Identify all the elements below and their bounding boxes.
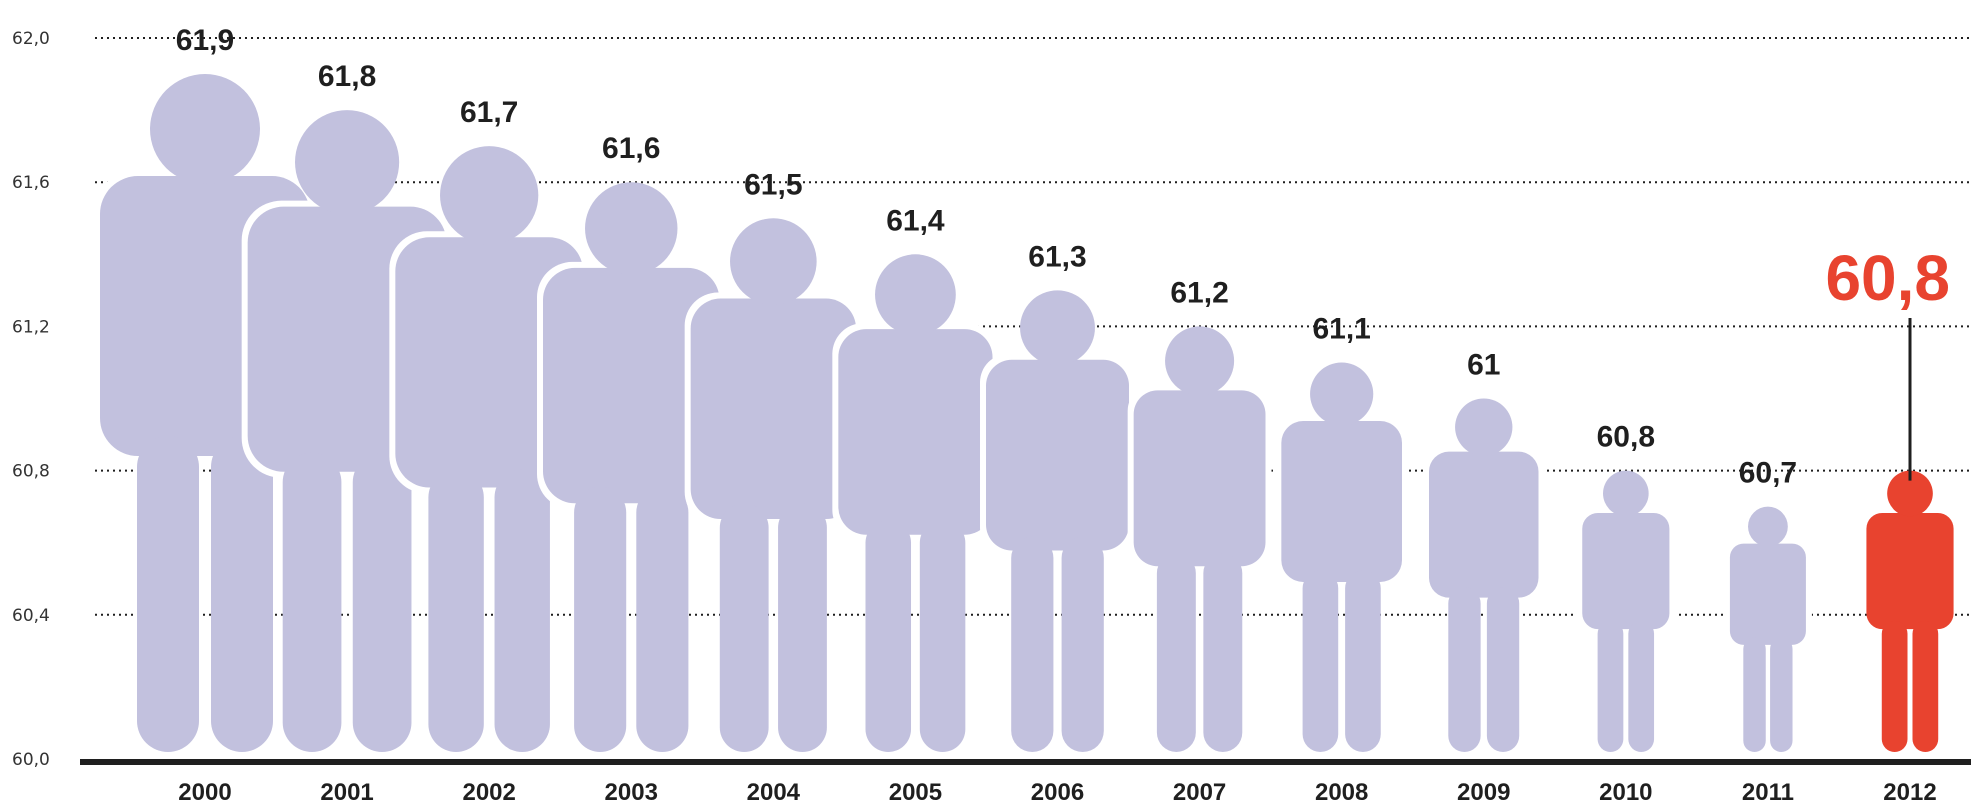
x-tick-label: 2007 — [1173, 779, 1226, 806]
value-label: 61,6 — [602, 132, 660, 165]
figure-body — [838, 329, 993, 535]
bar-figure — [1275, 362, 1408, 752]
figure-body — [1281, 421, 1402, 582]
figure-head — [295, 110, 400, 215]
x-tick-label: 2008 — [1315, 779, 1368, 806]
figure-head — [875, 254, 956, 336]
figure-leg — [574, 486, 627, 752]
figure-leg — [1203, 553, 1243, 752]
x-tick-label: 2002 — [462, 779, 515, 806]
x-tick-label: 2000 — [178, 779, 231, 806]
figure-head — [1020, 290, 1095, 366]
figure-head — [1603, 470, 1649, 517]
value-label: 61,2 — [1170, 276, 1228, 309]
figure-head — [585, 182, 678, 275]
data-labels: 61,9 61,8 61,7 61,6 61,5 61,4 61,3 61,2 61,1 61 60… — [176, 24, 1950, 490]
figure-body — [690, 298, 856, 519]
y-tick-label: 62,0 — [12, 29, 50, 49]
x-tick-label: 2009 — [1457, 779, 1510, 806]
highlight-value-label: 60,8 — [1825, 242, 1950, 314]
x-tick-label: 2010 — [1599, 779, 1652, 806]
figure-body — [1133, 390, 1266, 567]
value-label: 61,1 — [1312, 312, 1370, 345]
y-tick-label: 61,2 — [12, 317, 50, 337]
y-tick-label: 60,8 — [12, 462, 50, 482]
x-axis-ticks: 2000 2001 2002 2003 2004 2005 2006 2007 2008 2009… — [178, 779, 1936, 806]
bar-figure — [980, 290, 1135, 752]
x-tick-label: 2001 — [320, 779, 373, 806]
figure-body — [1582, 512, 1670, 630]
figure-body — [986, 359, 1129, 551]
bar-series — [94, 74, 1954, 752]
y-axis-ticks: 60,0 60,4 60,8 61,2 61,6 62,0 — [12, 29, 50, 770]
figure-leg — [1486, 587, 1520, 752]
figure-leg — [1302, 570, 1339, 752]
figure-leg — [1597, 620, 1624, 752]
figure-leg — [1628, 620, 1655, 752]
value-label: 61 — [1467, 349, 1500, 382]
value-label: 61,3 — [1028, 240, 1086, 273]
figure-leg — [1912, 620, 1939, 752]
figure-leg — [1061, 536, 1104, 752]
figure-leg — [1448, 587, 1481, 752]
x-tick-label: 2004 — [747, 779, 801, 806]
bar-figure — [1127, 326, 1272, 752]
figure-leg — [919, 520, 966, 752]
figure-head — [1310, 362, 1374, 426]
figure-head — [730, 218, 817, 305]
figure-body — [543, 267, 720, 504]
value-label: 61,8 — [318, 60, 376, 93]
figure-body — [1866, 512, 1954, 630]
bar-figure — [1423, 398, 1545, 752]
y-tick-label: 60,4 — [12, 606, 50, 626]
figure-leg — [778, 503, 827, 752]
figure-leg — [1743, 637, 1766, 752]
value-label: 60,7 — [1739, 457, 1797, 490]
value-label: 61,9 — [176, 24, 234, 57]
bar-figure — [1866, 470, 1954, 752]
figure-body — [1729, 543, 1806, 645]
figure-head — [150, 74, 260, 185]
x-tick-label: 2003 — [605, 779, 658, 806]
figure-leg — [636, 486, 689, 752]
figure-head — [1455, 398, 1513, 456]
bar-figure — [1576, 470, 1676, 752]
y-tick-label: 60,0 — [12, 750, 50, 770]
figure-leg — [1881, 620, 1908, 752]
x-tick-label: 2012 — [1883, 779, 1936, 806]
y-tick-label: 61,6 — [12, 173, 50, 193]
bar-figure — [684, 218, 862, 752]
figure-body — [1429, 451, 1539, 598]
figure-body — [395, 237, 583, 488]
value-label: 61,5 — [744, 168, 802, 201]
figure-leg — [137, 436, 199, 752]
bar-figure — [832, 254, 999, 752]
bar-figure — [537, 182, 726, 752]
figure-leg — [1156, 553, 1196, 752]
figure-leg — [1011, 536, 1054, 752]
value-label: 61,4 — [886, 204, 945, 237]
figure-leg — [352, 452, 412, 752]
figure-head — [1887, 470, 1933, 517]
figure-leg — [494, 469, 550, 752]
figure-leg — [282, 452, 342, 752]
figure-leg — [1345, 570, 1381, 752]
figure-leg — [865, 520, 912, 752]
figure-head — [1748, 506, 1788, 547]
value-label: 61,7 — [460, 96, 518, 129]
figure-head — [1165, 326, 1235, 396]
figure-head — [440, 146, 539, 245]
figure-leg — [428, 469, 484, 752]
x-tick-label: 2011 — [1742, 779, 1794, 806]
x-tick-label: 2006 — [1031, 779, 1084, 806]
bar-figure — [1723, 506, 1812, 752]
figure-leg — [1770, 637, 1793, 752]
figure-leg — [211, 436, 273, 752]
value-label: 60,8 — [1597, 421, 1655, 454]
x-tick-label: 2005 — [889, 779, 942, 806]
figure-leg — [719, 503, 769, 752]
